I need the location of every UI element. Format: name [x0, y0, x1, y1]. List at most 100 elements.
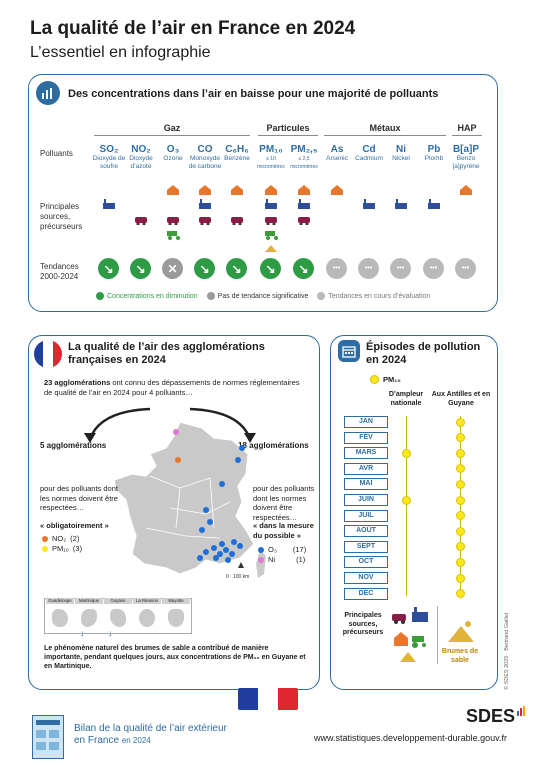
legend-none-dot: [206, 292, 215, 300]
pollutant-symbol: Pb: [427, 144, 441, 155]
pollutant-name: ≤ 2,5 micromètres: [290, 156, 318, 170]
ni-dot: [258, 556, 264, 563]
pollutant-symbol: Ni: [396, 144, 406, 155]
national-episode-dot: [402, 448, 411, 458]
tractor-icon: [412, 636, 426, 648]
group-hap-line: [452, 135, 482, 136]
territory-label: La Réunion: [133, 598, 161, 604]
pollutant-name: Arsenic: [326, 155, 348, 162]
overseas-episode-dot: [456, 557, 465, 567]
right-item-ni: Ni (1): [258, 555, 305, 565]
legend-eval-label: Tendances en cours d’évaluation: [328, 292, 431, 300]
trend-eval-icon: •••: [455, 258, 476, 279]
trend-legend: Concentrations en diminution Pas de tend…: [96, 292, 430, 300]
territory-shape: [81, 609, 97, 627]
group-gaz-line: [94, 135, 250, 136]
pollutant-column: As Arsenic: [320, 144, 354, 163]
overseas-episode-dot: [456, 511, 465, 521]
legend-down-label: Concentrations en diminution: [107, 292, 198, 300]
pollutant-symbol: Cd: [362, 144, 376, 155]
no2-label: NO₂: [52, 534, 67, 543]
marker-o3-3: [219, 481, 225, 487]
sand-icon: [448, 621, 474, 642]
pollutant-symbol: NO₂: [131, 144, 151, 155]
pollutant-symbol: C₆H₆: [225, 144, 249, 155]
overseas-episode-dot: [456, 448, 465, 458]
house-icon: [199, 182, 211, 195]
pollutant-symbol: PM₂,₅: [290, 144, 318, 155]
pollutant-name: Plomb: [424, 155, 444, 162]
episodes-title: Épisodes de pollution en 2024: [366, 341, 481, 366]
factory-icon: [428, 196, 440, 209]
territory-shape: [139, 609, 155, 627]
territory-shape: [168, 609, 184, 627]
col-national: D’ampleur nationale: [388, 391, 424, 407]
tractor-icon: [167, 227, 180, 240]
overseas-episode-dot: [456, 433, 465, 443]
trend-eval-icon: •••: [326, 258, 347, 279]
sdes-bars-icon: [517, 706, 526, 716]
trend-down-icon: ↘: [194, 258, 215, 279]
pollutant-symbol: SO₂: [99, 144, 119, 155]
pollutant-column: Cd Cadmium: [352, 144, 386, 163]
trend-down-icon: ↘: [130, 258, 151, 279]
france-mainland: [113, 421, 255, 575]
left-item-no2: NO₂ (2): [42, 534, 79, 544]
pm10-count: (3): [72, 544, 83, 553]
trend-down-icon: ↘: [98, 258, 119, 279]
pollutant-symbol: O₃: [166, 144, 180, 155]
pollutant-name: Nickel: [392, 155, 410, 162]
car-icon: [199, 212, 211, 226]
marker-o3-4: [203, 507, 209, 513]
site-url[interactable]: www.statistiques.developpement-durable.g…: [314, 733, 507, 743]
left-count: 5 agglomérations: [40, 441, 107, 450]
row-label-sources: Principales sources, précurseurs: [40, 202, 83, 231]
factory-icon: [265, 196, 277, 209]
intro-bold: 23 agglomérations: [44, 378, 111, 387]
pollutant-name: Benzo [a]pyrène: [452, 155, 480, 170]
marker-o3-10: [223, 547, 229, 553]
pm10-legend-dot: [370, 375, 379, 384]
report-sub-2: en 2024: [121, 736, 151, 745]
concentrations-title: Des concentrations dans l’air en baisse …: [68, 88, 439, 100]
factory-icon: [363, 196, 375, 209]
car-icon: [135, 212, 147, 226]
sources-separator: [437, 606, 438, 664]
marker-o3-11: [229, 551, 235, 557]
factory-icon: [199, 196, 211, 209]
pm10-dot: [42, 545, 48, 552]
marianne-logo: [238, 688, 298, 710]
pollutant-name: ≤ 10 micromètres: [257, 156, 285, 170]
national-episode-dot: [402, 495, 411, 505]
pollutant-symbol: B[a]P: [452, 144, 480, 155]
trend-eval-icon: •••: [358, 258, 379, 279]
month-label: MARS: [344, 447, 388, 460]
marker-o3-13: [237, 543, 243, 549]
french-flag-icon: [34, 340, 62, 368]
month-label: AOÛT: [344, 525, 388, 538]
page-title: La qualité de l’air en France en 2024: [30, 18, 356, 39]
national-line: [406, 416, 407, 596]
house-icon: [331, 182, 343, 195]
sand-label: Brumes de sable: [441, 648, 479, 664]
right-quote: « dans la mesure du possible »: [253, 521, 314, 540]
legend-eval-dot: [317, 292, 326, 300]
car-icon: [231, 212, 243, 226]
marker-o3-14: [213, 555, 219, 561]
group-particules: Particules: [266, 123, 310, 133]
pollutant-column: Pb Plomb: [417, 144, 451, 163]
credit: © SDES 2025 · Bertrand Gaillet: [504, 612, 510, 690]
dust-icon: [400, 652, 416, 662]
intro-rest: ont connu des dépassements de normes rég…: [44, 378, 300, 397]
trend-none-icon: ✕: [162, 258, 183, 279]
left-text: pour des polluants dont les normes doive…: [40, 484, 118, 512]
pollutant-symbol: CO: [197, 144, 213, 155]
trend-eval-icon: •••: [390, 258, 411, 279]
no2-dot: [42, 535, 48, 542]
marker-o3-1: [239, 445, 245, 451]
o3-dot: [258, 546, 264, 553]
marker-o3-7: [203, 549, 209, 555]
pollutant-name: Dioxyde d’azote: [129, 155, 153, 170]
pollutant-column: CO Monoxyde de carbone: [188, 144, 222, 171]
overseas-episode-dot: [456, 479, 465, 489]
